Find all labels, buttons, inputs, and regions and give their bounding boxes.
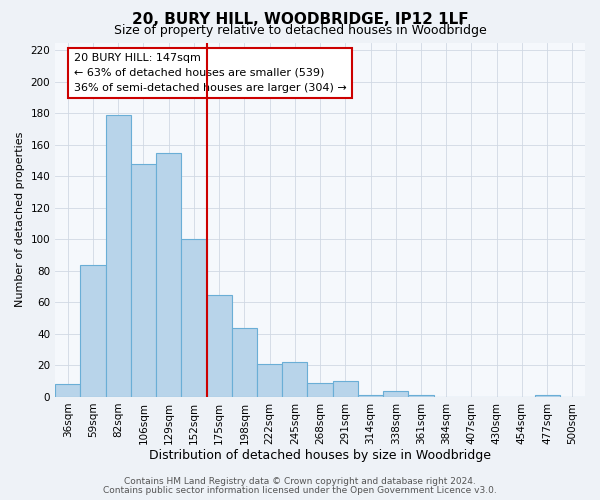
Bar xyxy=(206,294,232,397)
Text: 20, BURY HILL, WOODBRIDGE, IP12 1LF: 20, BURY HILL, WOODBRIDGE, IP12 1LF xyxy=(131,12,469,28)
Bar xyxy=(332,381,358,397)
Text: Contains public sector information licensed under the Open Government Licence v3: Contains public sector information licen… xyxy=(103,486,497,495)
Bar xyxy=(409,396,434,397)
Bar xyxy=(131,164,156,397)
Bar xyxy=(80,264,106,397)
Bar xyxy=(383,390,409,397)
Bar xyxy=(232,328,257,397)
X-axis label: Distribution of detached houses by size in Woodbridge: Distribution of detached houses by size … xyxy=(149,450,491,462)
Bar xyxy=(307,383,332,397)
Bar xyxy=(156,153,181,397)
Text: 20 BURY HILL: 147sqm
← 63% of detached houses are smaller (539)
36% of semi-deta: 20 BURY HILL: 147sqm ← 63% of detached h… xyxy=(74,53,346,92)
Bar xyxy=(358,396,383,397)
Bar xyxy=(282,362,307,397)
Bar xyxy=(257,364,282,397)
Text: Size of property relative to detached houses in Woodbridge: Size of property relative to detached ho… xyxy=(113,24,487,37)
Bar xyxy=(535,396,560,397)
Bar xyxy=(106,115,131,397)
Bar xyxy=(55,384,80,397)
Y-axis label: Number of detached properties: Number of detached properties xyxy=(15,132,25,308)
Bar xyxy=(181,240,206,397)
Text: Contains HM Land Registry data © Crown copyright and database right 2024.: Contains HM Land Registry data © Crown c… xyxy=(124,477,476,486)
